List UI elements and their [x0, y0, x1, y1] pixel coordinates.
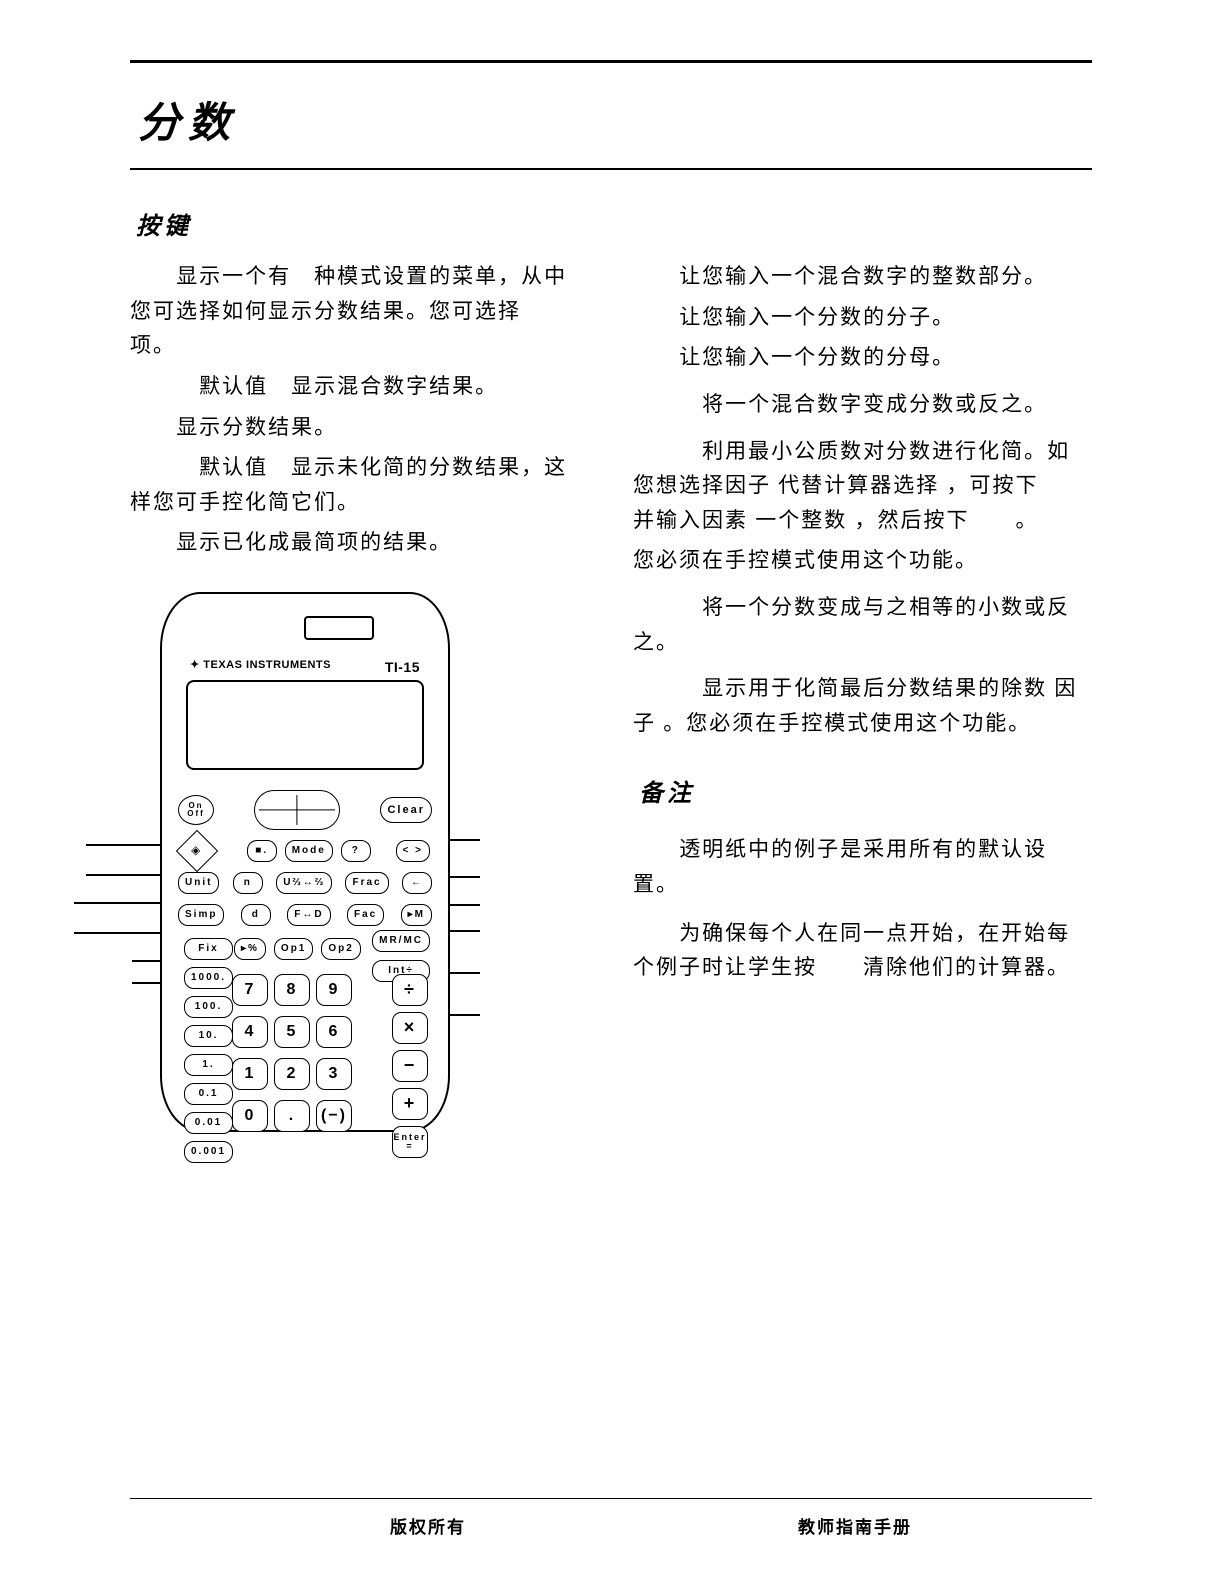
rc-p8: 显示用于化简最后分数结果的除数 因子 。您必须在手控模式使用这个功能。 [633, 671, 1092, 740]
fd-key: F↔D [287, 904, 330, 926]
rc-p7: 将一个分数变成与之相等的小数或反之。 [633, 590, 1092, 659]
fix-10: 10. [184, 1025, 233, 1047]
brand-label: ✦ TEXAS INSTRUMENTS [190, 656, 331, 679]
help-key: ? [341, 840, 371, 862]
mrmc-key: MR/MC [372, 930, 430, 952]
num-5: 5 [274, 1016, 310, 1048]
key-sq: ■. [247, 840, 277, 862]
lc-p4: 默认值 显示未化简的分数结果，这样您可手控化简它们。 [130, 450, 589, 519]
backspace-key: ← [402, 872, 432, 894]
num-2: 2 [274, 1058, 310, 1090]
lt-gt-key: < > [396, 840, 430, 862]
fix-key: Fix [184, 938, 233, 960]
fix-100: 100. [184, 996, 233, 1018]
calculator-body: ✦ TEXAS INSTRUMENTS TI-15 OnOff Clear ◈ … [160, 592, 450, 1132]
num-dot: . [274, 1100, 310, 1132]
frac-key: Frac [345, 872, 388, 894]
dpad [254, 790, 340, 830]
number-grid: 7 8 9 4 5 6 1 2 3 0 . (−) [232, 974, 352, 1136]
rc-p1: 让您输入一个混合数字的整数部分。 [633, 259, 1092, 294]
model-label: TI-15 [385, 656, 420, 679]
display [186, 680, 424, 770]
fix-0-1: 0.1 [184, 1083, 233, 1105]
footer: 版权所有 教师指南手册 [130, 1498, 1092, 1538]
fix-1: 1. [184, 1054, 233, 1076]
mul-key: × [392, 1012, 428, 1044]
rc-p2: 让您输入一个分数的分子。 [633, 300, 1092, 335]
fac-key: Fac [347, 904, 384, 926]
div-key: ÷ [392, 974, 428, 1006]
page-title: 分数 [138, 89, 1092, 150]
u-toggle-key: U⅔↔⅔ [276, 872, 332, 894]
right-column: 让您输入一个混合数字的整数部分。 让您输入一个分数的分子。 让您输入一个分数的分… [633, 259, 1092, 999]
rc-p6: 您必须在手控模式使用这个功能。 [633, 543, 1092, 578]
enter-key: Enter= [392, 1126, 428, 1158]
num-3: 3 [316, 1058, 352, 1090]
clear-key: Clear [380, 797, 432, 823]
fix-0-001: 0.001 [184, 1141, 233, 1163]
add-key: + [392, 1088, 428, 1120]
mid-rule [130, 168, 1092, 170]
lc-p3: 显示分数结果。 [130, 410, 589, 445]
calculator-figure: ✦ TEXAS INSTRUMENTS TI-15 OnOff Clear ◈ … [160, 592, 589, 1132]
num-6: 6 [316, 1016, 352, 1048]
lc-p2: 默认值 显示混合数字结果。 [130, 369, 589, 404]
num-7: 7 [232, 974, 268, 1006]
rc-p4: 将一个混合数字变成分数或反之。 [633, 387, 1092, 422]
note-1: 透明纸中的例子是采用所有的默认设置。 [633, 832, 1092, 901]
num-1: 1 [232, 1058, 268, 1090]
op-column: ÷ × − + Enter= [392, 974, 428, 1158]
mode-key: Mode [285, 840, 333, 862]
simp-key: Simp [178, 904, 224, 926]
num-4: 4 [232, 1016, 268, 1048]
fix-1000: 1000. [184, 967, 233, 989]
op2-key: Op2 [321, 938, 360, 960]
num-9: 9 [316, 974, 352, 1006]
n-key: n [233, 872, 263, 894]
num-0: 0 [232, 1100, 268, 1132]
footer-left: 版权所有 [390, 1513, 466, 1538]
d-key: d [241, 904, 271, 926]
lc-p5: 显示已化成最简项的结果。 [130, 525, 589, 560]
note-2: 为确保每个人在同一点开始，在开始每个例子时让学生按 清除他们的计算器。 [633, 916, 1092, 985]
rc-p3: 让您输入一个分数的分母。 [633, 340, 1092, 375]
footer-right: 教师指南手册 [798, 1513, 912, 1538]
fix-column: Fix 1000. 100. 10. 1. 0.1 0.01 0.001 [184, 938, 233, 1163]
num-neg: (−) [316, 1100, 352, 1132]
lc-p1: 显示一个有 种模式设置的菜单，从中您可选择如何显示分数结果。您可选择 项。 [130, 259, 589, 363]
keys-heading: 按键 [136, 206, 1092, 241]
m-key: ▸M [401, 904, 432, 926]
diamond-key: ◈ [176, 830, 218, 872]
brand-row: ✦ TEXAS INSTRUMENTS TI-15 [162, 656, 448, 679]
left-column: 显示一个有 种模式设置的菜单，从中您可选择如何显示分数结果。您可选择 项。 默认… [130, 259, 589, 1132]
pct-conv-key: ▸% [234, 938, 266, 960]
on-off-key: OnOff [178, 795, 214, 825]
notes-heading: 备注 [639, 775, 1092, 815]
unit-key: Unit [178, 872, 219, 894]
num-8: 8 [274, 974, 310, 1006]
solar-panel [304, 616, 374, 640]
rc-p5: 利用最小公质数对分数进行化简。如您想选择因子 代替计算器选择 ，可按下 并输入因… [633, 434, 1092, 538]
sub-key: − [392, 1050, 428, 1082]
top-rule [130, 60, 1092, 63]
op1-key: Op1 [274, 938, 313, 960]
fix-0-01: 0.01 [184, 1112, 233, 1134]
